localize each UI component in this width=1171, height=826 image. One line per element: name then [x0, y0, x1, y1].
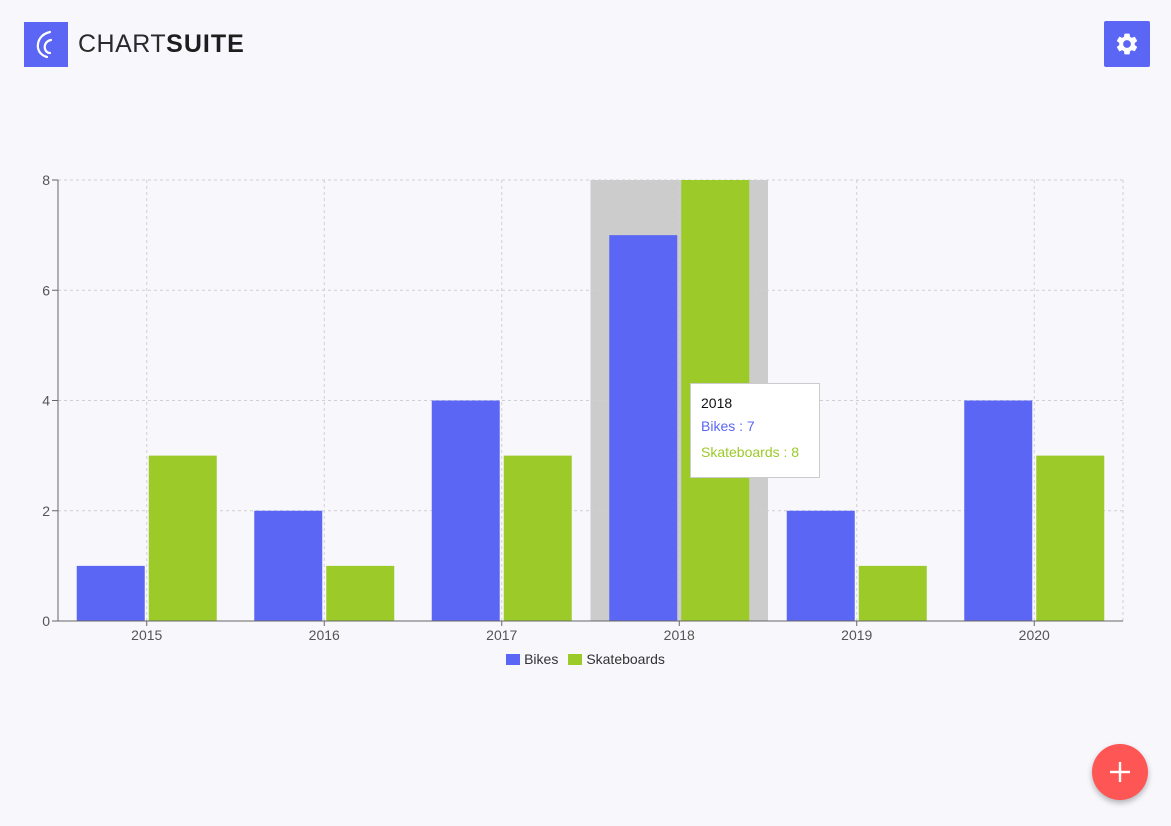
gear-icon [1116, 33, 1138, 55]
legend-item-bikes[interactable]: Bikes [506, 651, 558, 667]
x-tick-label: 2017 [486, 627, 517, 643]
x-tick-label: 2020 [1019, 627, 1050, 643]
bar-skateboards-2017 [503, 455, 572, 621]
settings-button[interactable] [1104, 21, 1150, 67]
x-tick-label: 2015 [131, 627, 162, 643]
brand-name-bold: SUITE [166, 29, 245, 58]
tooltip-skateboards-value: Skateboards : 8 [701, 444, 800, 460]
bar-bikes-2019 [786, 510, 855, 621]
bar-chart: 0 2 4 6 8 2015 2016 2017 2018 2019 2020 [42, 172, 1124, 643]
y-tick-label: 0 [42, 613, 50, 629]
brand-name: CHARTSUITE [78, 30, 245, 59]
bar-skateboards-2016 [326, 565, 395, 621]
bar-bikes-2020 [964, 400, 1033, 621]
chart-legend: Bikes Skateboards [0, 651, 1171, 667]
bar-bikes-2015 [76, 565, 145, 621]
x-tick-label: 2018 [664, 627, 695, 643]
brand-name-light: CHART [78, 29, 167, 58]
legend-swatch-bikes [506, 653, 521, 665]
add-chart-button[interactable] [1092, 744, 1148, 800]
tooltip-bikes-value: Bikes : 7 [701, 418, 755, 434]
y-tick-label: 6 [42, 282, 50, 298]
y-tick-label: 8 [42, 172, 50, 188]
plus-icon [1110, 762, 1130, 782]
chart-tooltip: 2018 Bikes : 7 Skateboards : 8 [690, 383, 820, 478]
y-tick-label: 2 [42, 503, 50, 519]
legend-swatch-skateboards [568, 653, 583, 665]
bar-skateboards-2015 [148, 455, 217, 621]
bar-bikes-2016 [254, 510, 323, 621]
bar-bikes-2018 [609, 235, 678, 621]
brand[interactable]: CHARTSUITE [24, 21, 245, 67]
legend-item-skateboards[interactable]: Skateboards [568, 651, 665, 667]
y-tick-label: 4 [42, 393, 50, 409]
x-tick-label: 2019 [841, 627, 872, 643]
bar-skateboards-2020 [1036, 455, 1105, 621]
bar-skateboards-2019 [858, 565, 927, 621]
legend-label-skateboards: Skateboards [586, 651, 665, 667]
tooltip-title: 2018 [701, 395, 733, 411]
chart-suite-logo-icon [24, 21, 68, 67]
x-tick-label: 2016 [309, 627, 340, 643]
legend-label-bikes: Bikes [524, 651, 559, 667]
bar-bikes-2017 [431, 400, 500, 621]
